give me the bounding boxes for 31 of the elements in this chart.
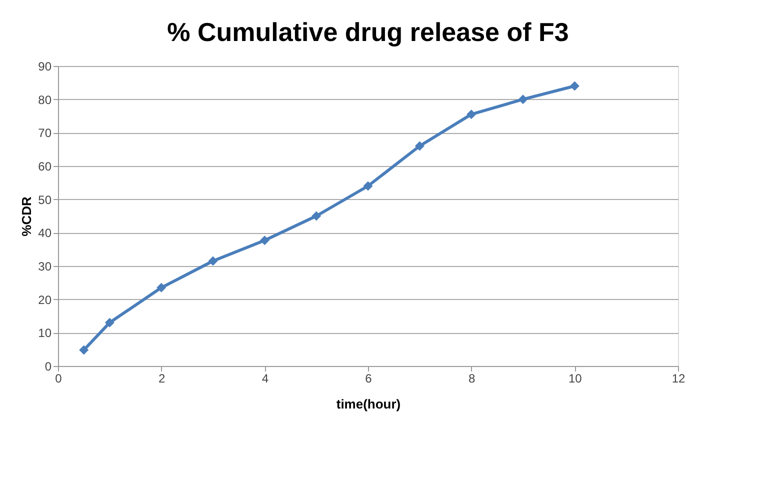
x-axis-title: time(hour)	[336, 396, 401, 412]
x-tick-label: 4	[262, 372, 269, 386]
x-tick-label: 10	[568, 372, 582, 386]
y-tick-label: 80	[38, 92, 52, 107]
point	[570, 81, 580, 91]
point	[79, 345, 89, 355]
x-tick-label: 6	[365, 372, 372, 386]
y-tick-label: 40	[38, 226, 52, 240]
point	[260, 236, 270, 246]
y-tick-label: 90	[38, 60, 52, 74]
y-tick-label: 0	[44, 360, 52, 374]
y-tick-label: 70	[38, 126, 52, 140]
point	[518, 94, 528, 104]
x-tick-label: 8	[468, 372, 476, 386]
point	[156, 282, 166, 292]
y-axis-title: %CDR	[19, 196, 34, 236]
point	[414, 141, 424, 151]
x-tick-label: 2	[158, 372, 166, 386]
chart-title: % Cumulative drug release of F3	[167, 17, 569, 47]
point	[208, 256, 218, 266]
y-tick-label: 60	[38, 160, 52, 174]
y-tick-label: 10	[38, 326, 52, 340]
y-tick-label: 20	[38, 292, 52, 307]
y-tick-label: 30	[38, 260, 52, 274]
point	[466, 110, 476, 120]
point	[363, 181, 373, 191]
point	[104, 318, 114, 328]
point	[312, 211, 322, 221]
x-tick-label: 12	[672, 372, 686, 386]
x-tick-label: 0	[55, 372, 62, 386]
y-tick-label: 50	[38, 192, 52, 207]
